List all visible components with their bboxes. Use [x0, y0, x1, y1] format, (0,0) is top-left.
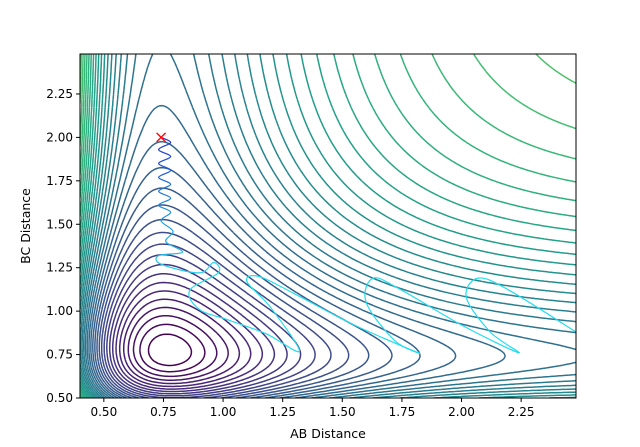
contour-level — [108, 263, 288, 395]
x-tick-label: 0.75 — [150, 405, 177, 419]
trajectory-segment — [158, 197, 172, 206]
trajectory-segment — [372, 277, 403, 291]
contour-level — [111, 272, 276, 393]
trajectory-segment — [158, 142, 172, 151]
plot-frame — [79, 53, 577, 399]
trajectory-segment — [198, 308, 229, 321]
y-tick-label: 0.75 — [46, 348, 73, 362]
trajectory-segment — [155, 254, 162, 265]
trajectory-segment — [212, 261, 221, 274]
trajectory-segment — [460, 324, 520, 354]
contour-level — [94, 187, 393, 398]
trajectory-segment — [465, 296, 491, 333]
contour-lines — [80, 54, 576, 398]
trajectory-segment — [258, 275, 296, 295]
trajectory-segment — [188, 289, 200, 310]
contour-level — [115, 281, 264, 390]
x-tick-label: 1.25 — [269, 405, 296, 419]
x-tick-label: 0.50 — [90, 405, 117, 419]
x-tick-label: 2.00 — [448, 405, 475, 419]
contour-level — [80, 54, 576, 398]
trajectory-segment — [365, 301, 396, 342]
y-tick-label: 2.00 — [46, 130, 73, 144]
contour-level — [132, 314, 218, 378]
contour-level — [139, 323, 206, 373]
contour-level — [82, 54, 576, 398]
start-marker-stroke — [156, 132, 167, 143]
trajectory-segment — [189, 272, 219, 291]
x-axis-ticks: 0.50 0.75 1.00 1.25 1.50 1.75 2.00 2.25 — [90, 398, 535, 419]
y-axis-label: BC Distance — [18, 188, 33, 264]
contour-level — [80, 54, 576, 398]
trajectory-segment — [160, 263, 200, 274]
trajectory-path — [155, 136, 576, 354]
trajectory-segment — [265, 333, 300, 353]
contour-level — [106, 253, 302, 397]
trajectory-segment — [270, 307, 300, 352]
y-tick-label: 1.25 — [46, 261, 73, 275]
contour-level — [127, 306, 229, 381]
contour-level — [147, 333, 193, 367]
trajectory-segment — [160, 220, 174, 232]
trajectory-segment — [158, 149, 172, 158]
trajectory-segment — [160, 211, 172, 222]
contour-level — [80, 54, 576, 398]
x-tick-label: 1.00 — [210, 405, 237, 419]
x-tick-label: 1.50 — [329, 405, 356, 419]
contour-level — [90, 140, 457, 398]
contour-level — [80, 54, 576, 398]
x-axis-label: AB Distance — [290, 426, 366, 441]
contour-level — [80, 54, 576, 398]
contour-level — [88, 104, 506, 398]
trajectory-segment — [508, 289, 576, 333]
contour-level — [80, 54, 576, 398]
trajectory-segment — [198, 261, 215, 274]
trajectory-segment — [477, 277, 510, 291]
contour-level — [84, 54, 576, 398]
contour-level — [86, 54, 576, 398]
contour-level — [80, 54, 576, 398]
trajectory-segment — [394, 340, 421, 354]
y-tick-label: 1.00 — [46, 304, 73, 318]
trajectory-segment — [165, 241, 184, 253]
contour-level — [122, 298, 241, 385]
x-tick-label: 2.25 — [508, 405, 535, 419]
trajectory-segment — [489, 331, 520, 354]
trajectory-segment — [364, 277, 374, 303]
trajectory-segment — [246, 281, 272, 309]
trajectory-segment — [158, 251, 184, 257]
trajectory-segment — [158, 183, 172, 192]
y-tick-label: 1.50 — [46, 217, 73, 231]
y-tick-label: 2.25 — [46, 87, 73, 101]
contour-level — [103, 243, 316, 398]
contour-level — [92, 166, 421, 398]
y-tick-label: 0.50 — [46, 391, 73, 405]
y-axis-ticks: 0.50 0.75 1.00 1.25 1.50 1.75 2.00 2.25 — [46, 87, 80, 405]
trajectory-segment — [465, 277, 479, 298]
trajectory-segment — [158, 176, 172, 185]
trajectory-segment — [165, 230, 174, 243]
trajectory-segment — [158, 155, 172, 165]
trajectory-segment — [294, 293, 355, 326]
trajectory-segment — [245, 275, 260, 283]
trajectory-segment — [158, 190, 172, 199]
contour-level — [96, 204, 370, 398]
trajectory-segment — [227, 319, 267, 335]
start-marker — [156, 132, 167, 143]
trajectory-segment — [158, 162, 172, 171]
x-tick-label: 1.75 — [389, 405, 416, 419]
contour-level — [118, 290, 252, 388]
contour-level — [80, 54, 576, 398]
contour-level — [81, 54, 576, 398]
contour-level — [98, 218, 350, 398]
trajectory-segment — [158, 169, 172, 178]
contour-level — [80, 54, 576, 398]
contour-level — [80, 54, 576, 398]
trajectory-segment — [158, 204, 172, 213]
trajectory-segment — [401, 289, 463, 326]
y-tick-label: 1.75 — [46, 174, 73, 188]
